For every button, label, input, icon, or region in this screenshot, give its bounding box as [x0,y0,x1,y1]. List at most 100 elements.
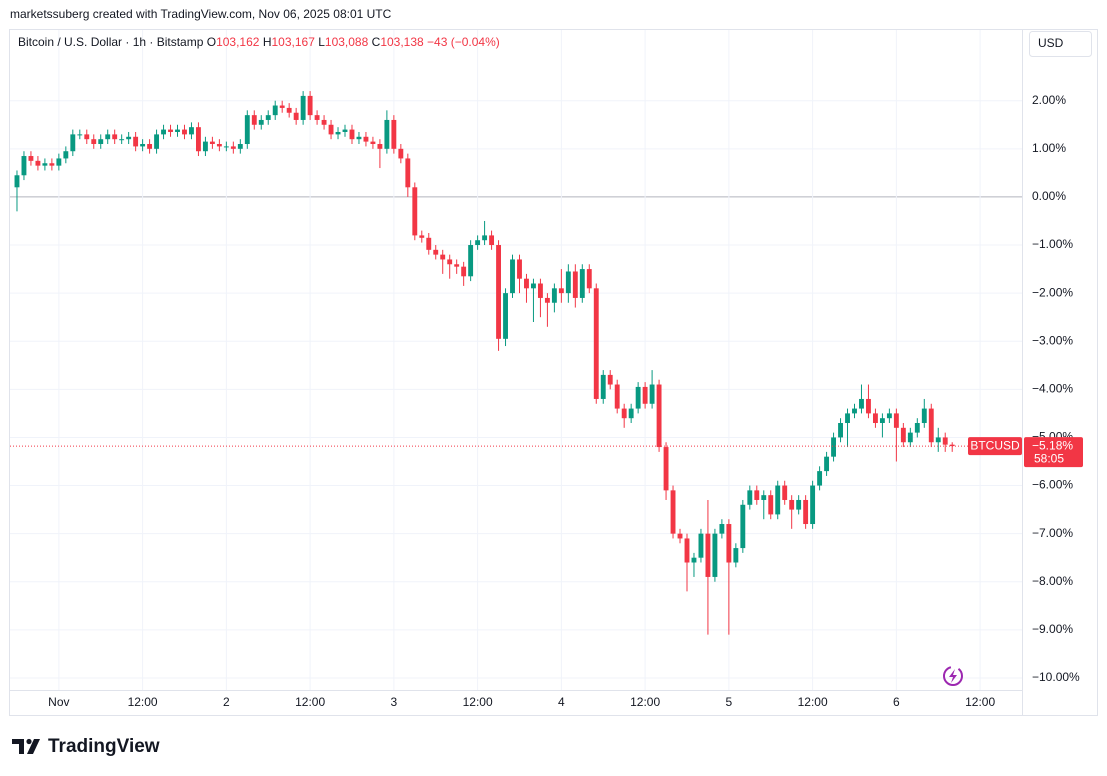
candle-body [126,136,132,140]
flash-icon[interactable] [943,666,963,686]
candle-body [440,254,446,260]
plot [10,30,1022,690]
candle-body [838,423,843,438]
candle-body [279,105,285,108]
y-tick-label: −2.00% [1032,285,1073,299]
candle-body [398,148,404,159]
candle-body [321,119,327,125]
candle-body [223,146,229,148]
candle-body [377,144,383,149]
candle-body [677,533,683,539]
currency-button[interactable] [1029,31,1092,57]
ohlc-value: 103,088 [325,35,369,49]
candle-body [768,495,774,515]
candle-body [384,119,390,149]
ohlc-value: 103,167 [271,35,315,49]
candle-body [475,240,481,246]
candle-body [468,245,474,277]
candle-body [824,456,830,472]
candle-body [886,413,892,419]
ohlc-value: 103,138 [380,35,424,49]
candle-body [600,374,606,399]
candle-body [237,144,243,149]
candle-body [537,283,543,298]
ohlc-key: L [318,35,325,49]
candle-body [551,288,557,303]
candle-body [565,271,571,294]
symbol-tag [968,437,1022,456]
candle-body [182,129,187,135]
candle-body [635,386,641,409]
candle-body [642,386,648,404]
y-tick-label: 0.00% [1032,189,1066,203]
candle-body [503,293,508,339]
candle-body [77,134,83,136]
symbol-tag-label: BTCUSD [970,438,1020,452]
candle-body [433,249,439,255]
candle-body [258,119,264,125]
candle-body [621,408,627,419]
candle-body [356,136,362,140]
candle-body [209,141,215,145]
currency[interactable]: USD [1038,36,1064,50]
symbol: Bitcoin / U.S. Dollar · 1h · Bitstamp [18,35,204,49]
y-tick-label: 1.00% [1032,141,1066,155]
candle-body [803,499,809,525]
candle-body [517,259,522,279]
logo-dot [26,738,32,745]
y-tick-label: −4.00% [1032,382,1073,396]
icon-ring [943,666,963,686]
candle-body [133,136,139,147]
brand-logo: TradingView [12,736,160,757]
x-tick-label: 12:00 [295,695,325,709]
price-tag-countdown: 58:05 [1034,451,1064,465]
candle-body [866,398,871,414]
candle-body [544,297,550,303]
candle-body [691,557,697,563]
candle-body [293,112,299,120]
x-tick-label: 12:00 [630,695,660,709]
candle-body [98,139,104,145]
candle-body [426,237,432,250]
candle-body [447,259,453,265]
candle-body [412,187,418,236]
candle-body [342,129,348,132]
x-tick-label: 4 [558,695,565,709]
candle-body [852,408,857,414]
candle-body [663,447,669,491]
candle-body [726,524,732,563]
candle-body [712,533,718,577]
candle-body [84,134,90,140]
candle-body [461,266,467,277]
candle-body [531,283,536,289]
candle-body [907,432,913,443]
candle-body [921,408,927,424]
candle-body [789,499,795,510]
candle-body [272,105,278,116]
candle-body [363,136,369,142]
x-tick-label: 6 [893,695,900,709]
candle-body [496,245,501,339]
x-tick-label: 12:00 [965,695,995,709]
candle-body [63,151,69,159]
candle-body [28,156,34,161]
candle-body [935,437,941,443]
y-tick-label: −6.00% [1032,478,1073,492]
candle-body [775,485,781,515]
candle-body [586,269,592,289]
candle-body [670,490,676,534]
y-tick-label: −1.00% [1032,237,1073,251]
candle-body [314,115,320,120]
x-tick-label: 5 [726,695,733,709]
candle-body [900,427,906,443]
candle-body [147,144,153,149]
candle-body [893,413,899,428]
price-tag [1024,437,1083,468]
x-tick-label: 12:00 [798,695,828,709]
candle-body [614,384,620,409]
ohlc-key: C [372,35,381,49]
candle-body [70,134,76,152]
candle-body [810,485,816,525]
